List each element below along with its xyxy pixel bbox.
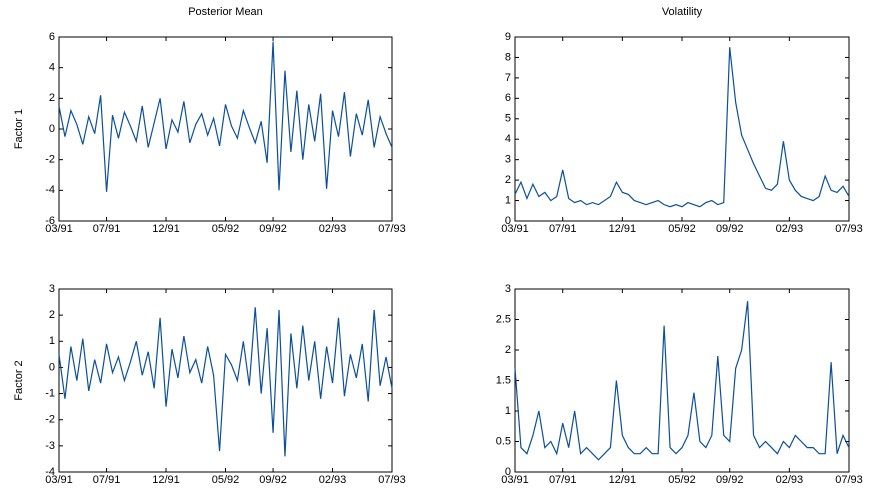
y-tick-label: 2 (49, 92, 55, 104)
y-tick-label: 3 (49, 283, 55, 295)
y-tick-label: 4 (505, 133, 511, 145)
y-tick-label: -1 (45, 387, 55, 399)
y-tick-label: 6 (505, 92, 511, 104)
panel-title: Volatility (662, 6, 703, 18)
x-tick-label: 07/93 (378, 223, 406, 235)
y-tick-label: -4 (45, 466, 55, 478)
plot-frame (58, 36, 393, 222)
x-tick-label: 03/91 (501, 474, 529, 486)
x-tick-label: 09/92 (716, 223, 744, 235)
x-tick-label: 07/91 (93, 474, 121, 486)
x-tick-label: 03/91 (501, 223, 529, 235)
y-tick-label: 0.5 (496, 435, 511, 447)
y-tick-label: 3 (505, 283, 511, 295)
data-line (58, 41, 393, 192)
x-tick-label: 07/93 (835, 223, 863, 235)
y-tick-label: 0 (49, 123, 55, 135)
x-tick-label: 03/91 (45, 223, 73, 235)
panel-title: Posterior Mean (188, 6, 263, 18)
x-tick-label: 12/91 (609, 474, 637, 486)
y-tick-label: 3 (505, 154, 511, 166)
data-line (58, 307, 393, 457)
x-tick-label: 02/93 (776, 223, 804, 235)
x-tick-label: 05/92 (212, 223, 240, 235)
x-tick-label: 05/92 (668, 223, 696, 235)
x-tick-label: 12/91 (152, 474, 180, 486)
x-tick-label: 07/91 (549, 223, 577, 235)
x-tick-label: 07/93 (835, 474, 863, 486)
y-tick-label: 8 (505, 51, 511, 63)
y-tick-label: 1 (49, 335, 55, 347)
y-tick-label: -3 (45, 440, 55, 452)
y-tick-label: 6 (49, 31, 55, 43)
y-tick-label: 9 (505, 31, 511, 43)
y-tick-label: -2 (45, 154, 55, 166)
y-tick-label: 5 (505, 113, 511, 125)
x-tick-label: 12/91 (609, 223, 637, 235)
plot-frame (514, 288, 850, 473)
x-tick-label: 07/93 (378, 474, 406, 486)
y-tick-label: 2 (505, 174, 511, 186)
y-tick-label: 2.5 (496, 313, 511, 325)
x-tick-label: 09/92 (259, 223, 287, 235)
x-tick-label: 05/92 (212, 474, 240, 486)
y-tick-label: 0 (505, 466, 511, 478)
data-line (514, 47, 850, 208)
y-tick-label: 0 (49, 361, 55, 373)
y-tick-label: 2 (49, 309, 55, 321)
y-tick-label: 1 (505, 405, 511, 417)
y-tick-label: 4 (49, 62, 55, 74)
y-tick-label: 2 (505, 344, 511, 356)
y-tick-label: 1.5 (496, 374, 511, 386)
x-tick-label: 03/91 (45, 474, 73, 486)
y-tick-label: 7 (505, 72, 511, 84)
y-axis-label: Factor 2 (13, 360, 25, 400)
y-tick-label: -6 (45, 215, 55, 227)
plot-frame (58, 288, 393, 473)
y-tick-label: -2 (45, 414, 55, 426)
x-tick-label: 07/91 (93, 223, 121, 235)
y-axis-label: Factor 1 (13, 109, 25, 149)
x-tick-label: 02/93 (319, 223, 347, 235)
x-tick-label: 07/91 (549, 474, 577, 486)
y-tick-label: 1 (505, 194, 511, 206)
y-tick-label: 0 (505, 215, 511, 227)
y-tick-label: -4 (45, 184, 55, 196)
x-tick-label: 02/93 (319, 474, 347, 486)
data-line (514, 301, 850, 461)
x-tick-label: 02/93 (776, 474, 804, 486)
x-tick-label: 12/91 (152, 223, 180, 235)
x-tick-label: 09/92 (716, 474, 744, 486)
x-tick-label: 05/92 (668, 474, 696, 486)
x-tick-label: 09/92 (259, 474, 287, 486)
